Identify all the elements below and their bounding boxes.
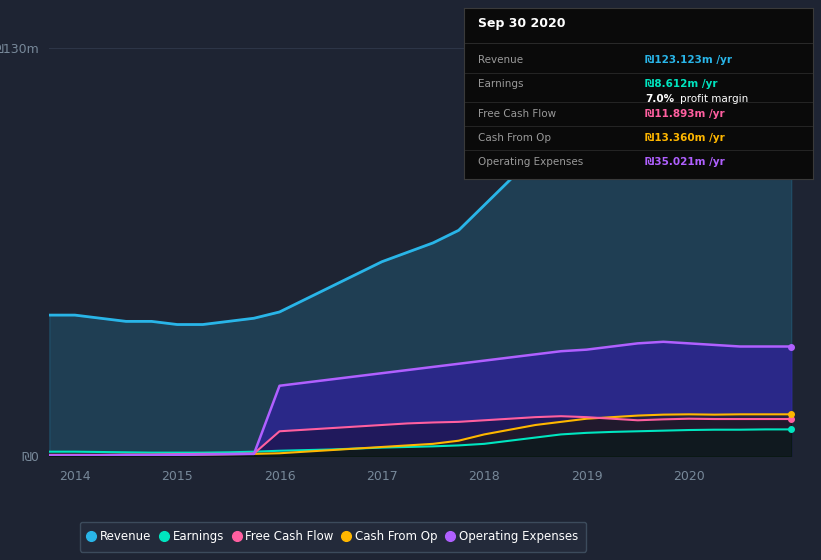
Text: Revenue: Revenue [478, 55, 523, 64]
Text: ₪11.893m /yr: ₪11.893m /yr [645, 109, 725, 119]
Text: 7.0%: 7.0% [645, 94, 674, 104]
Text: Earnings: Earnings [478, 78, 523, 88]
Text: ₪35.021m /yr: ₪35.021m /yr [645, 157, 725, 167]
Text: Cash From Op: Cash From Op [478, 133, 551, 143]
Legend: Revenue, Earnings, Free Cash Flow, Cash From Op, Operating Expenses: Revenue, Earnings, Free Cash Flow, Cash … [80, 522, 586, 552]
Text: ₪13.360m /yr: ₪13.360m /yr [645, 133, 725, 143]
Text: ₪123.123m /yr: ₪123.123m /yr [645, 55, 732, 64]
Text: ₪8.612m /yr: ₪8.612m /yr [645, 78, 718, 88]
Text: Operating Expenses: Operating Expenses [478, 157, 583, 167]
Text: Sep 30 2020: Sep 30 2020 [478, 17, 566, 30]
Text: Free Cash Flow: Free Cash Flow [478, 109, 556, 119]
Text: profit margin: profit margin [680, 94, 749, 104]
